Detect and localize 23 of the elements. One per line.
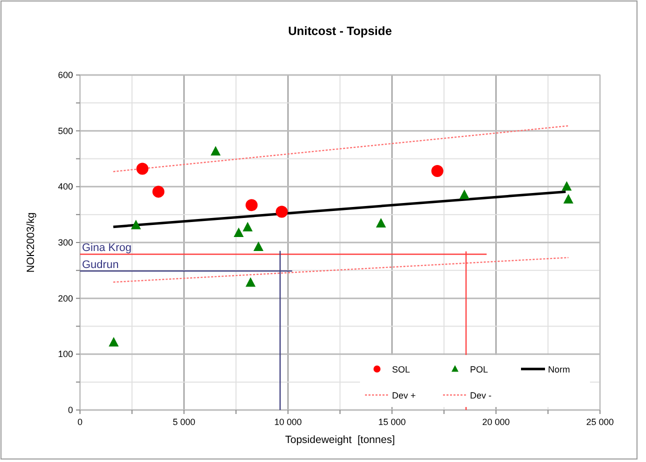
annotation: Gina Krog [82, 242, 132, 254]
y-tick-label: 600 [58, 70, 73, 80]
y-tick-label: 500 [58, 126, 73, 136]
x-axis-title: Topsideweight [tonnes] [285, 434, 395, 446]
y-tick-label: 0 [68, 405, 73, 415]
annotation: Gudrun [82, 258, 119, 271]
y-tick-label: 100 [58, 349, 73, 360]
x-tick-label: 10 000 [274, 417, 302, 427]
legend-label: Norm [548, 364, 570, 374]
legend-label: POL [470, 364, 488, 374]
chart-title: Unitcost - Topside [288, 24, 392, 38]
legend-label: SOL [392, 364, 410, 374]
x-tick-label: 25 000 [586, 417, 614, 427]
y-axis-title: NOK2003/kg [25, 212, 37, 273]
x-tick-label: 20 000 [482, 417, 510, 427]
x-tick-label: 0 [77, 417, 83, 427]
x-tick-label: 5 000 [172, 417, 196, 427]
y-tick-label: 300 [58, 238, 73, 248]
y-tick-label: 400 [58, 182, 73, 192]
legend-label: Dev - [470, 390, 492, 400]
x-tick-label: 15 000 [378, 417, 406, 427]
y-tick-label: 200 [58, 293, 73, 304]
legend-label: Dev + [392, 390, 416, 400]
